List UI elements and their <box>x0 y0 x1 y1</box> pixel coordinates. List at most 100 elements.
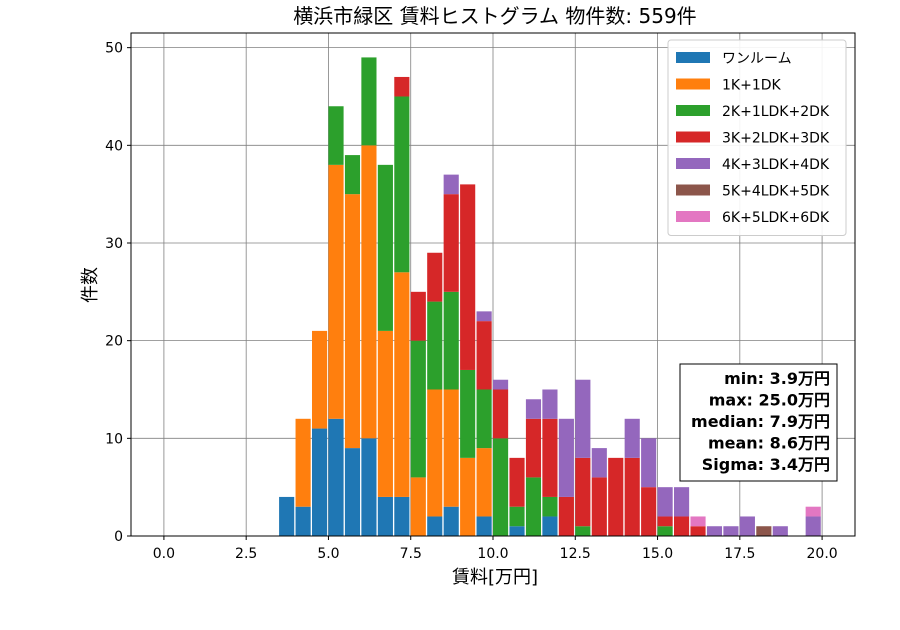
bar-segment <box>542 418 558 497</box>
x-tick-label: 12.5 <box>560 546 591 562</box>
bar-segment <box>476 311 492 322</box>
bar-segment <box>361 57 377 146</box>
bar-segment <box>443 194 459 292</box>
bar-segment <box>427 252 443 302</box>
bar-segment <box>410 477 426 536</box>
legend-swatch <box>676 105 710 116</box>
legend-swatch <box>676 52 710 63</box>
bar-segment <box>295 506 311 536</box>
legend-swatch <box>676 184 710 196</box>
bar-segment <box>558 496 574 536</box>
legend-label: ワンルーム <box>722 51 792 67</box>
bar-segment <box>410 340 426 478</box>
bar-segment <box>394 272 410 497</box>
bar-segment <box>460 184 476 370</box>
bar-segment <box>476 389 492 449</box>
y-tick-label: 10 <box>105 431 123 447</box>
bar-segment <box>410 291 426 341</box>
bar-segment <box>361 145 377 439</box>
bar-segment <box>476 321 492 390</box>
bar-segment <box>344 194 361 449</box>
chart-title: 横浜市緑区 賃料ヒストグラム 物件数: 559件 <box>293 4 696 28</box>
bar-segment <box>674 487 690 517</box>
y-ticks: 0 10 20 30 40 50 <box>105 41 131 545</box>
x-tick-label: 10.0 <box>477 546 508 562</box>
bar-segment <box>344 448 361 536</box>
bar-segment <box>525 399 542 419</box>
bar-segment <box>756 526 772 536</box>
bar-segment <box>509 506 525 527</box>
bar-segment <box>312 428 328 536</box>
bar-segment <box>493 438 509 536</box>
legend-label: 3K+2LDK+3DK <box>722 131 830 147</box>
x-ticks: 0.0 2.5 5.0 7.5 10.0 12.5 15.0 17.5 20.0 <box>153 536 838 562</box>
bar-segment <box>427 389 443 517</box>
y-tick-label: 50 <box>105 41 123 57</box>
stats-line: median: 7.9万円 <box>691 412 830 431</box>
bar-segment <box>312 330 328 429</box>
legend-label: 5K+4LDK+5DK <box>722 184 830 200</box>
bar-segment <box>542 389 558 419</box>
bar-segment <box>493 379 509 390</box>
bar-segment <box>805 516 821 536</box>
bar-segment <box>427 301 443 390</box>
bar-segment <box>641 438 657 488</box>
bar-segment <box>328 418 344 536</box>
x-tick-label: 7.5 <box>400 546 422 562</box>
bar-segment <box>361 438 377 536</box>
bar-segment <box>624 457 640 536</box>
y-tick-label: 0 <box>114 529 123 545</box>
bar-segment <box>542 496 558 517</box>
stats-line: max: 25.0万円 <box>709 391 830 410</box>
bar-segment <box>377 164 393 331</box>
stats-box: min: 3.9万円 max: 25.0万円 median: 7.9万円 mean: … <box>679 363 838 482</box>
bar-segment <box>591 448 607 478</box>
bar-segment <box>706 526 723 536</box>
y-tick-label: 30 <box>105 236 123 252</box>
bar-segment <box>443 291 459 390</box>
bar-segment <box>443 174 459 195</box>
y-axis-label: 件数 <box>80 267 101 303</box>
bar-segment <box>509 457 525 507</box>
x-tick-label: 20.0 <box>807 546 838 562</box>
bar-segment <box>394 96 410 273</box>
bar-segment <box>542 516 558 536</box>
legend-swatch <box>676 211 710 222</box>
bar-segment <box>493 389 509 439</box>
x-tick-label: 5.0 <box>317 546 339 562</box>
bar-segment <box>772 526 788 536</box>
bar-segment <box>525 418 542 478</box>
bar-segment <box>575 526 591 536</box>
y-tick-label: 40 <box>105 138 123 154</box>
bar-segment <box>657 516 673 527</box>
bar-segment <box>525 477 542 536</box>
bar-segment <box>657 526 673 536</box>
x-axis-label: 賃料[万円] <box>452 567 538 588</box>
legend-label: 6K+5LDK+6DK <box>722 210 830 226</box>
bar-segment <box>295 418 311 507</box>
bar-segment <box>394 496 410 536</box>
legend-swatch <box>676 78 710 90</box>
bar-segment <box>476 448 492 517</box>
x-tick-label: 17.5 <box>724 546 755 562</box>
legend: ワンルーム 1K+1DK 2K+1LDK+2DK 3K+2LDK+3DK 4K+3LDK… <box>667 39 847 236</box>
legend-swatch <box>676 158 710 169</box>
legend-label: 2K+1LDK+2DK <box>722 104 830 120</box>
bar-segment <box>328 164 344 419</box>
legend-box <box>667 39 847 236</box>
stats-line: mean: 8.6万円 <box>708 434 830 453</box>
stats-line: min: 3.9万円 <box>724 369 830 388</box>
bar-segment <box>739 516 755 536</box>
bar-segment <box>443 506 459 536</box>
legend-label: 1K+1DK <box>722 78 782 94</box>
bar-segment <box>805 506 821 517</box>
bar-segment <box>443 389 459 507</box>
stats-line: Sigma: 3.4万円 <box>702 455 830 474</box>
bar-segment <box>460 369 476 458</box>
bar-segment <box>591 477 607 536</box>
bar-segment <box>657 487 673 517</box>
bar-segment <box>377 496 393 536</box>
bar-segment <box>460 457 476 536</box>
x-tick-label: 15.0 <box>642 546 673 562</box>
